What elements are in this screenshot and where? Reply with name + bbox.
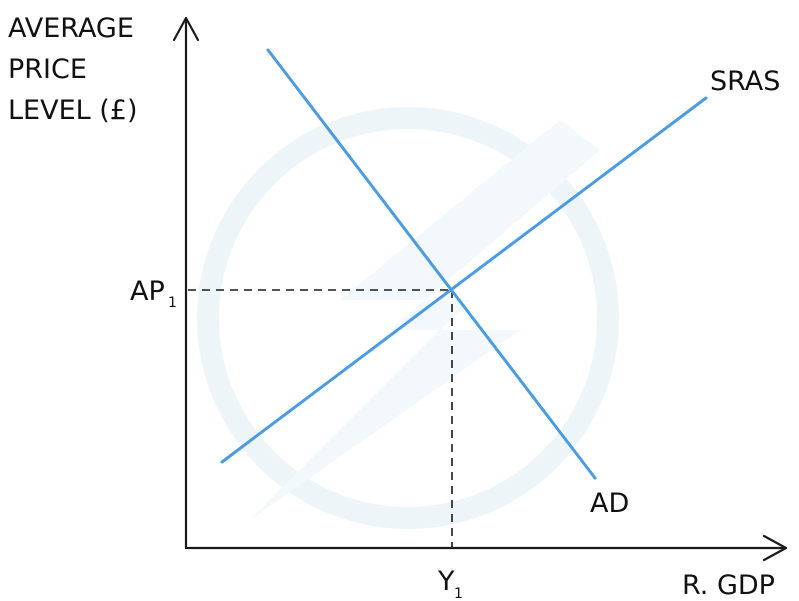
ad-curve (266, 48, 597, 480)
sras-curve (220, 96, 708, 464)
output-label: Y (437, 566, 455, 597)
x-axis-label: R. GDP (682, 570, 775, 601)
ad-label: AD (590, 488, 629, 519)
output-subscript: 1 (454, 586, 463, 601)
y-axis (172, 16, 200, 550)
x-axis (184, 534, 788, 562)
y-axis-label-line-1: AVERAGE (8, 13, 134, 44)
sras-label: SRAS (710, 66, 780, 97)
price-level-label: AP (130, 276, 165, 307)
y-axis-label-line-2: PRICE (8, 54, 87, 85)
watermark-logo (197, 107, 619, 529)
y-axis-label-line-3: LEVEL (£) (8, 95, 138, 126)
price-level-subscript: 1 (168, 295, 177, 311)
